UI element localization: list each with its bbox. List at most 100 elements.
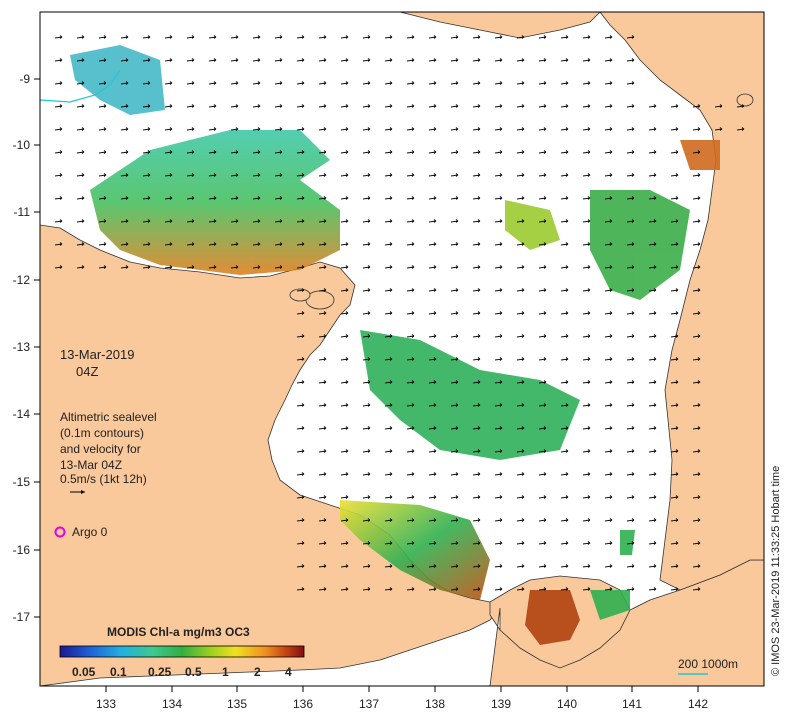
current-arrow xyxy=(54,81,63,85)
current-arrow xyxy=(252,104,261,108)
current-arrow xyxy=(560,150,569,154)
current-arrow xyxy=(736,127,745,131)
current-arrow xyxy=(186,81,195,85)
current-arrow xyxy=(450,265,459,269)
current-arrow xyxy=(54,219,63,223)
current-arrow xyxy=(582,81,591,85)
current-arrow xyxy=(472,541,481,545)
current-arrow xyxy=(472,518,481,522)
current-arrow xyxy=(208,104,217,108)
current-arrow xyxy=(494,380,503,384)
current-arrow xyxy=(98,81,107,85)
current-arrow xyxy=(692,334,701,338)
current-arrow xyxy=(406,472,415,476)
current-arrow xyxy=(164,81,173,85)
current-arrow xyxy=(516,334,525,338)
colorbar-ramp xyxy=(59,645,305,658)
current-arrow xyxy=(472,357,481,361)
current-arrow xyxy=(318,242,327,246)
current-arrow xyxy=(252,265,261,269)
current-arrow xyxy=(384,150,393,154)
current-arrow xyxy=(318,288,327,292)
current-arrow xyxy=(648,518,657,522)
current-arrow xyxy=(692,311,701,315)
current-arrow xyxy=(340,173,349,177)
current-arrow xyxy=(626,564,635,568)
current-arrow xyxy=(648,150,657,154)
current-arrow xyxy=(428,265,437,269)
current-arrow xyxy=(274,173,283,177)
current-arrow xyxy=(648,242,657,246)
current-arrow xyxy=(472,104,481,108)
current-arrow xyxy=(560,58,569,62)
current-arrow xyxy=(516,35,525,39)
current-arrow xyxy=(626,426,635,430)
current-arrow xyxy=(670,426,679,430)
colorbar: MODIS Chl-a mg/m3 OC3 0.05 0.1 0.25 0.5 … xyxy=(59,625,305,679)
current-arrow xyxy=(626,81,635,85)
current-arrow xyxy=(648,426,657,430)
current-arrow xyxy=(648,173,657,177)
current-arrow xyxy=(230,173,239,177)
current-arrow xyxy=(340,334,349,338)
current-arrow xyxy=(692,426,701,430)
current-arrow xyxy=(516,472,525,476)
current-arrow xyxy=(494,495,503,499)
current-arrow xyxy=(362,518,371,522)
current-arrow xyxy=(604,58,613,62)
current-arrow xyxy=(54,150,63,154)
current-arrow xyxy=(604,219,613,223)
current-arrow xyxy=(692,104,701,108)
current-arrow xyxy=(604,288,613,292)
current-arrow xyxy=(604,472,613,476)
chl-patch-north xyxy=(70,45,165,115)
current-arrow xyxy=(384,35,393,39)
current-arrow xyxy=(406,357,415,361)
current-arrow xyxy=(384,288,393,292)
current-arrow xyxy=(340,58,349,62)
current-arrow xyxy=(384,81,393,85)
current-arrow xyxy=(494,58,503,62)
current-arrow xyxy=(670,311,679,315)
current-arrow xyxy=(472,311,481,315)
current-arrow xyxy=(274,219,283,223)
current-arrow xyxy=(538,104,547,108)
current-arrow xyxy=(406,564,415,568)
current-arrow xyxy=(384,495,393,499)
current-arrow xyxy=(670,242,679,246)
current-arrow xyxy=(340,472,349,476)
current-arrow xyxy=(538,150,547,154)
current-arrow xyxy=(450,35,459,39)
current-arrow xyxy=(626,104,635,108)
colorbar-label: 0.25 xyxy=(148,665,172,679)
current-arrow xyxy=(340,242,349,246)
current-arrow xyxy=(670,219,679,223)
current-arrow xyxy=(560,311,569,315)
land xyxy=(39,11,765,687)
current-arrow xyxy=(428,150,437,154)
current-arrow xyxy=(450,495,459,499)
current-arrow xyxy=(296,357,305,361)
current-arrow xyxy=(538,587,547,591)
current-arrow xyxy=(318,127,327,131)
current-arrow xyxy=(120,35,129,39)
current-arrow xyxy=(296,587,305,591)
current-arrow xyxy=(626,127,635,131)
current-arrow xyxy=(428,288,437,292)
current-arrow xyxy=(340,426,349,430)
current-arrow xyxy=(142,265,151,269)
current-arrow xyxy=(648,196,657,200)
current-arrow xyxy=(362,472,371,476)
current-arrow xyxy=(120,81,129,85)
current-arrow xyxy=(494,81,503,85)
current-arrow xyxy=(384,265,393,269)
current-arrow xyxy=(450,219,459,223)
current-arrow xyxy=(208,35,217,39)
current-arrow xyxy=(164,219,173,223)
current-arrow xyxy=(604,173,613,177)
current-arrow xyxy=(318,564,327,568)
current-arrow xyxy=(538,380,547,384)
current-arrow xyxy=(626,173,635,177)
current-arrow xyxy=(340,127,349,131)
current-arrow xyxy=(538,518,547,522)
